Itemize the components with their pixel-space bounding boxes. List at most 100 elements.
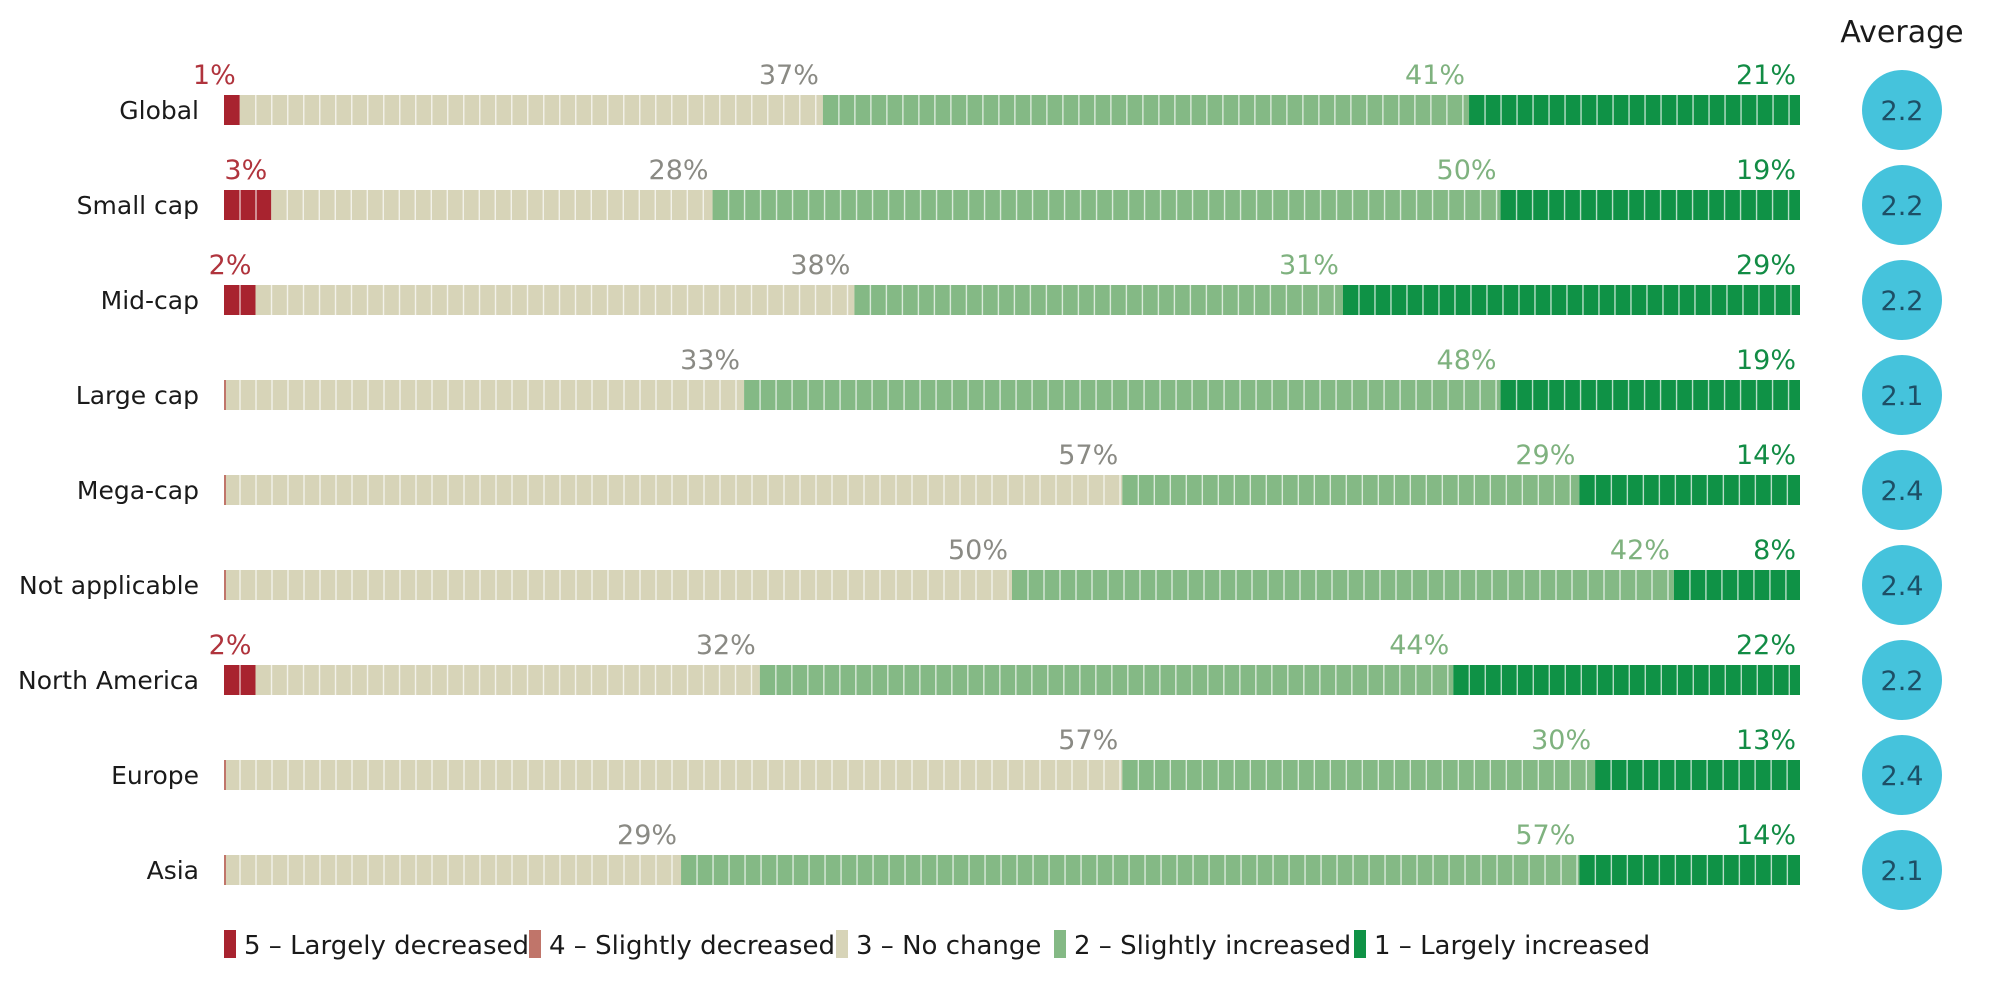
data-label: 3%: [224, 155, 267, 186]
legend-item: 3 – No change: [836, 930, 1041, 961]
average-bubble: [1862, 165, 1942, 245]
data-label: 29%: [617, 820, 677, 851]
category-label: Large cap: [76, 381, 199, 410]
data-label: 8%: [1753, 535, 1796, 566]
legend-label: 1 – Largely increased: [1374, 931, 1650, 961]
bar-edge-marker: [224, 760, 226, 790]
bar-segment: [1673, 570, 1800, 600]
bar-row: Asia 29% 57% 14% 2.1: [147, 820, 1942, 910]
bar-segment: [1453, 665, 1800, 695]
bar-segment: [224, 760, 1123, 790]
data-label: 14%: [1736, 440, 1796, 471]
average-value: 2.4: [1881, 571, 1924, 602]
bar-segment: [854, 285, 1343, 315]
legend-label: 5 – Largely decreased: [244, 931, 529, 961]
data-label: 2%: [209, 630, 252, 661]
data-label: 57%: [1058, 725, 1118, 756]
bar-segment: [1500, 380, 1800, 410]
average-bubble: [1862, 735, 1942, 815]
data-label: 37%: [759, 60, 819, 91]
data-label: 32%: [696, 630, 756, 661]
bar-segment: [255, 665, 760, 695]
legend-label: 4 – Slightly decreased: [549, 931, 835, 961]
bar-edge-marker: [224, 855, 226, 885]
bar-segment: [759, 665, 1454, 695]
bar-segment: [224, 95, 240, 125]
bar-row: North America 2% 32% 44% 22% 2.2: [18, 630, 1942, 720]
data-label: 29%: [1515, 440, 1575, 471]
data-label: 28%: [649, 155, 709, 186]
data-label: 41%: [1405, 60, 1465, 91]
bar-segment: [1579, 475, 1800, 505]
average-bubble: [1862, 450, 1942, 530]
category-label: Asia: [147, 856, 199, 885]
category-label: Small cap: [77, 191, 199, 220]
average-bubble: [1862, 830, 1942, 910]
average-column-title: Average: [1840, 15, 1963, 50]
data-label: 19%: [1736, 345, 1796, 376]
bar-segment: [224, 855, 682, 885]
legend-swatch: [1354, 930, 1366, 958]
average-value: 2.2: [1881, 96, 1924, 127]
category-label: North America: [18, 666, 199, 695]
data-label: 48%: [1437, 345, 1497, 376]
bar-segment: [224, 190, 272, 220]
legend-swatch: [529, 930, 541, 958]
legend-swatch: [1054, 930, 1066, 958]
bar-edge-marker: [224, 380, 226, 410]
bar-row: Small cap 3% 28% 50% 19% 2.2: [77, 155, 1942, 245]
bar-edge-marker: [224, 570, 226, 600]
data-label: 44%: [1389, 630, 1449, 661]
data-label: 1%: [193, 60, 236, 91]
legend: 5 – Largely decreased 4 – Slightly decrea…: [224, 930, 1650, 961]
bar-segment: [1012, 570, 1674, 600]
bar-row: Global 1% 37% 41% 21% 2.2: [119, 60, 1942, 150]
data-label: 13%: [1736, 725, 1796, 756]
data-label: 14%: [1736, 820, 1796, 851]
bar-segment: [1342, 285, 1800, 315]
average-bubble: [1862, 260, 1942, 340]
average-value: 2.2: [1881, 286, 1924, 317]
data-label: 42%: [1610, 535, 1670, 566]
bar-segment: [681, 855, 1580, 885]
bar-segment: [1579, 855, 1800, 885]
bar-segment: [822, 95, 1470, 125]
average-value: 2.2: [1881, 191, 1924, 222]
bar-edge-marker: [224, 475, 226, 505]
bar-segment: [224, 570, 1012, 600]
bar-segment: [1122, 475, 1580, 505]
bar-segment: [271, 190, 713, 220]
average-bubble: [1862, 640, 1942, 720]
category-label: Global: [119, 96, 199, 125]
legend-item: 2 – Slightly increased: [1054, 930, 1351, 961]
bar-segment: [1122, 760, 1596, 790]
category-label: Mid-cap: [101, 286, 199, 315]
average-value: 2.4: [1881, 761, 1924, 792]
bar-row: Large cap 33% 48% 19% 2.1: [76, 345, 1942, 435]
data-label: 57%: [1515, 820, 1575, 851]
data-label: 50%: [1437, 155, 1497, 186]
legend-label: 3 – No change: [856, 931, 1041, 961]
data-label: 21%: [1736, 60, 1796, 91]
bar-segment: [255, 285, 855, 315]
legend-swatch: [836, 930, 848, 958]
bar-segment: [239, 95, 823, 125]
data-label: 50%: [948, 535, 1008, 566]
legend-label: 2 – Slightly increased: [1074, 931, 1351, 961]
average-bubble: [1862, 70, 1942, 150]
category-label: Mega-cap: [77, 476, 199, 505]
bar-row: Mid-cap 2% 38% 31% 29% 2.2: [101, 250, 1942, 340]
bar-row: Mega-cap 57% 29% 14% 2.4: [77, 440, 1942, 530]
data-label: 2%: [209, 250, 252, 281]
legend-swatch: [224, 930, 236, 958]
legend-item: 4 – Slightly decreased: [529, 930, 835, 961]
category-label: Europe: [111, 761, 199, 790]
data-label: 57%: [1058, 440, 1118, 471]
average-bubble: [1862, 545, 1942, 625]
bar-segment: [1469, 95, 1800, 125]
data-label: 19%: [1736, 155, 1796, 186]
average-value: 2.1: [1881, 856, 1924, 887]
bar-segment: [1500, 190, 1800, 220]
bar-segment: [1595, 760, 1800, 790]
